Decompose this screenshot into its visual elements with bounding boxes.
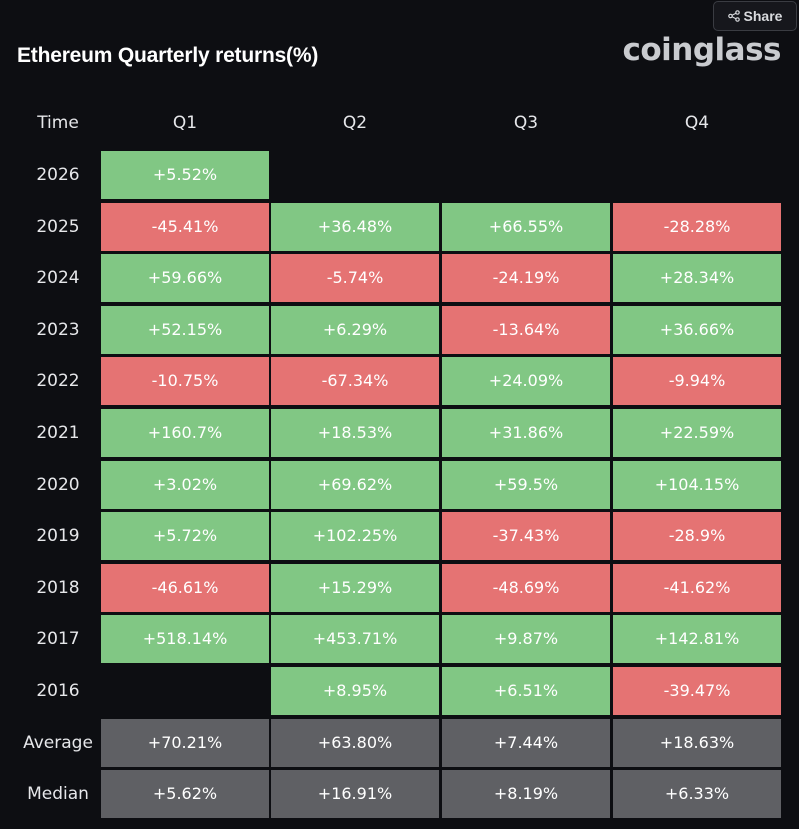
- cell-average-q4: +18.63%: [613, 719, 781, 767]
- column-header-q2: Q2: [342, 113, 368, 133]
- row-label-2018: 2018: [36, 578, 80, 598]
- cell-average-q2: +63.80%: [271, 719, 439, 767]
- cell-2018-q1: -46.61%: [101, 564, 269, 612]
- row-label-2026: 2026: [36, 165, 80, 185]
- cell-2022-q1: -10.75%: [101, 357, 269, 405]
- row-label-2021: 2021: [36, 423, 80, 443]
- cell-average-q3: +7.44%: [442, 719, 610, 767]
- cell-median-q3: +8.19%: [442, 770, 610, 818]
- cell-2022-q2: -67.34%: [271, 357, 439, 405]
- row-label-2019: 2019: [36, 526, 80, 546]
- cell-2024-q1: +59.66%: [101, 254, 269, 302]
- cell-2021-q4: +22.59%: [613, 409, 781, 457]
- row-label-2025: 2025: [36, 217, 80, 237]
- cell-2025-q1: -45.41%: [101, 203, 269, 251]
- column-header-q3: Q3: [513, 113, 539, 133]
- cell-2017-q1: +518.14%: [101, 615, 269, 663]
- cell-2021-q1: +160.7%: [101, 409, 269, 457]
- cell-2020-q1: +3.02%: [101, 461, 269, 509]
- cell-2021-q3: +31.86%: [442, 409, 610, 457]
- cell-2019-q1: +5.72%: [101, 512, 269, 560]
- cell-2024-q3: -24.19%: [442, 254, 610, 302]
- cell-2022-q3: +24.09%: [442, 357, 610, 405]
- cell-2019-q4: -28.9%: [613, 512, 781, 560]
- cell-2023-q4: +36.66%: [613, 306, 781, 354]
- row-label-2024: 2024: [36, 268, 80, 288]
- row-label-2016: 2016: [36, 681, 80, 701]
- cell-median-q4: +6.33%: [613, 770, 781, 818]
- cell-2023-q2: +6.29%: [271, 306, 439, 354]
- cell-2025-q3: +66.55%: [442, 203, 610, 251]
- cell-2016-q3: +6.51%: [442, 667, 610, 715]
- column-header-q1: Q1: [172, 113, 198, 133]
- cell-2017-q2: +453.71%: [271, 615, 439, 663]
- row-label-2023: 2023: [36, 320, 80, 340]
- cell-2025-q2: +36.48%: [271, 203, 439, 251]
- row-label-average: Average: [23, 733, 93, 753]
- cell-2018-q3: -48.69%: [442, 564, 610, 612]
- cell-2020-q3: +59.5%: [442, 461, 610, 509]
- cell-2016-q4: -39.47%: [613, 667, 781, 715]
- column-header-time: Time: [37, 113, 79, 133]
- cell-2021-q2: +18.53%: [271, 409, 439, 457]
- row-label-2017: 2017: [36, 629, 80, 649]
- cell-2023-q3: -13.64%: [442, 306, 610, 354]
- brand-logo: coinglass: [622, 32, 781, 68]
- cell-2024-q4: +28.34%: [613, 254, 781, 302]
- cell-median-q1: +5.62%: [101, 770, 269, 818]
- row-label-median: Median: [27, 784, 89, 804]
- share-button[interactable]: Share: [713, 1, 797, 31]
- cell-2019-q3: -37.43%: [442, 512, 610, 560]
- cell-2022-q4: -9.94%: [613, 357, 781, 405]
- cell-2017-q3: +9.87%: [442, 615, 610, 663]
- cell-2017-q4: +142.81%: [613, 615, 781, 663]
- cell-2018-q4: -41.62%: [613, 564, 781, 612]
- page-title: Ethereum Quarterly returns(%): [17, 44, 319, 67]
- cell-median-q2: +16.91%: [271, 770, 439, 818]
- cell-2020-q4: +104.15%: [613, 461, 781, 509]
- cell-2016-q2: +8.95%: [271, 667, 439, 715]
- share-icon: [727, 10, 740, 22]
- row-label-2022: 2022: [36, 371, 80, 391]
- cell-2024-q2: -5.74%: [271, 254, 439, 302]
- cell-2025-q4: -28.28%: [613, 203, 781, 251]
- cell-2018-q2: +15.29%: [271, 564, 439, 612]
- row-label-2020: 2020: [36, 475, 80, 495]
- cell-average-q1: +70.21%: [101, 719, 269, 767]
- share-label: Share: [743, 8, 783, 24]
- cell-2020-q2: +69.62%: [271, 461, 439, 509]
- cell-2026-q1: +5.52%: [101, 151, 269, 199]
- cell-2023-q1: +52.15%: [101, 306, 269, 354]
- column-header-q4: Q4: [684, 113, 710, 133]
- cell-2019-q2: +102.25%: [271, 512, 439, 560]
